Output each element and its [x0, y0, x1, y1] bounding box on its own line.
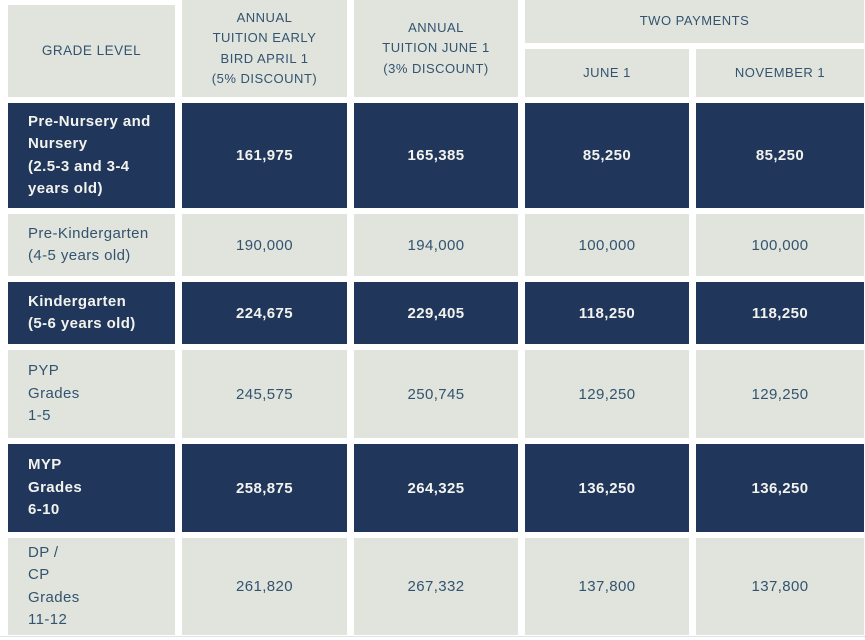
payment-june1-value: 85,250: [525, 103, 689, 208]
early-bird-value: 245,575: [182, 350, 347, 438]
june1-tuition-value: 267,332: [354, 538, 518, 635]
early-bird-value: 258,875: [182, 444, 347, 532]
tuition-table: GRADE LEVEL ANNUAL TUITION EARLY BIRD AP…: [8, 0, 864, 635]
june1-tuition-value: 165,385: [354, 103, 518, 208]
payment-june1-value: 137,800: [525, 538, 689, 635]
header-two-payments-group: TWO PAYMENTS JUNE 1 NOVEMBER 1: [525, 0, 864, 97]
header-annual-tuition-june1: ANNUAL TUITION JUNE 1 (3% discount): [354, 0, 518, 97]
header-grade-level: GRADE LEVEL: [8, 5, 175, 97]
payment-november1-value: 129,250: [696, 350, 864, 438]
payment-november1-value: 100,000: [696, 214, 864, 276]
payment-november1-value: 85,250: [696, 103, 864, 208]
payment-november1-value: 136,250: [696, 444, 864, 532]
early-bird-value: 190,000: [182, 214, 347, 276]
header-payment-november1: NOVEMBER 1: [696, 49, 864, 97]
payment-november1-value: 137,800: [696, 538, 864, 635]
grade-level-cell: DP / CP Grades 11-12: [8, 538, 175, 635]
june1-tuition-value: 194,000: [354, 214, 518, 276]
header-annual-tuition-early-bird: ANNUAL TUITION EARLY BIRD APRIL 1 (5% di…: [182, 0, 347, 97]
early-bird-value: 261,820: [182, 538, 347, 635]
grade-level-cell: Pre-Kindergarten (4-5 years old): [8, 214, 175, 276]
header-payment-june1: JUNE 1: [525, 49, 689, 97]
header-two-payments: TWO PAYMENTS: [525, 0, 864, 43]
bottom-divider: [0, 636, 865, 637]
payment-june1-value: 118,250: [525, 282, 689, 344]
early-bird-value: 224,675: [182, 282, 347, 344]
june1-tuition-value: 229,405: [354, 282, 518, 344]
june1-tuition-value: 250,745: [354, 350, 518, 438]
grade-level-cell: Kindergarten (5-6 years old): [8, 282, 175, 344]
payment-june1-value: 129,250: [525, 350, 689, 438]
grade-level-cell: MYP Grades 6-10: [8, 444, 175, 532]
grade-level-cell: Pre-Nursery and Nursery (2.5-3 and 3-4 y…: [8, 103, 175, 208]
early-bird-value: 161,975: [182, 103, 347, 208]
payment-june1-value: 100,000: [525, 214, 689, 276]
june1-tuition-value: 264,325: [354, 444, 518, 532]
grade-level-cell: PYP Grades 1-5: [8, 350, 175, 438]
payment-june1-value: 136,250: [525, 444, 689, 532]
payment-november1-value: 118,250: [696, 282, 864, 344]
